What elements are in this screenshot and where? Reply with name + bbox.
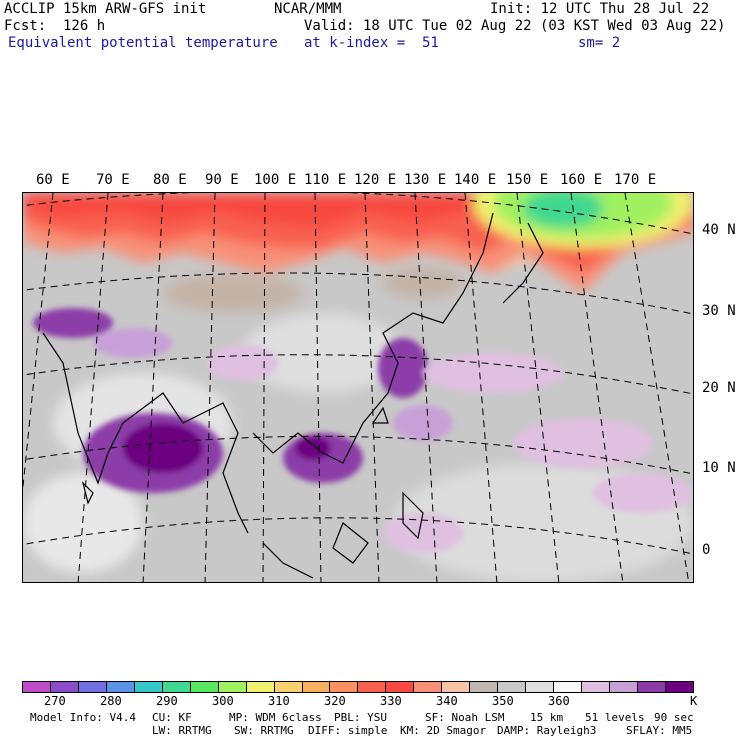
colorbar-swatch bbox=[218, 682, 247, 692]
colorbar-swatch bbox=[610, 682, 638, 692]
colorbar bbox=[22, 681, 694, 693]
theta-e-map bbox=[22, 192, 694, 583]
footer-diff: DIFF: simple bbox=[308, 724, 388, 737]
lon-label: 160 E bbox=[560, 172, 603, 188]
lon-label: 60 E bbox=[36, 172, 70, 188]
colorbar-tick-label: 320 bbox=[324, 694, 346, 708]
map-graphic bbox=[23, 193, 693, 582]
footer-resolution: 15 km bbox=[530, 711, 564, 724]
colorbar-swatch bbox=[78, 682, 107, 692]
colorbar-tick-label: 350 bbox=[492, 694, 514, 708]
colorbar-swatch bbox=[274, 682, 303, 692]
lon-label: 170 E bbox=[614, 172, 657, 188]
model-title: ACCLIP 15km ARW-GFS init bbox=[4, 1, 207, 17]
smoothing: sm= 2 bbox=[578, 35, 621, 51]
colorbar-swatch bbox=[246, 682, 275, 692]
lon-label: 150 E bbox=[506, 172, 549, 188]
colorbar-swatch bbox=[330, 682, 359, 692]
footer-sf: SF: Noah LSM bbox=[425, 711, 505, 724]
init-time: Init: 12 UTC Thu 28 Jul 22 bbox=[490, 1, 710, 17]
footer-lw: LW: RRTMG bbox=[152, 724, 212, 737]
lat-label: 0 bbox=[702, 542, 711, 558]
lat-label: 20 N bbox=[702, 380, 736, 396]
colorbar-tick-label: 330 bbox=[380, 694, 402, 708]
colorbar-tick-label: 310 bbox=[268, 694, 290, 708]
lon-label: 120 E bbox=[354, 172, 397, 188]
colorbar-swatch bbox=[526, 682, 555, 692]
field-name: Equivalent potential temperature bbox=[8, 35, 278, 51]
footer-damp: DAMP: Rayleigh3 bbox=[497, 724, 597, 737]
org-label: NCAR/MMM bbox=[274, 1, 342, 17]
colorbar-swatch bbox=[414, 682, 443, 692]
colorbar-tick-label: 340 bbox=[436, 694, 458, 708]
footer-levels: 51 levels bbox=[585, 711, 645, 724]
colorbar-swatch bbox=[50, 682, 79, 692]
colorbar-swatch bbox=[23, 682, 51, 692]
colorbar-swatch bbox=[190, 682, 219, 692]
footer-sw: SW: RRTMG bbox=[234, 724, 294, 737]
lon-label: 100 E bbox=[254, 172, 297, 188]
valid-time: Valid: 18 UTC Tue 02 Aug 22 (03 KST Wed … bbox=[304, 18, 726, 34]
colorbar-tick-label: 300 bbox=[212, 694, 234, 708]
colorbar-tick-label: 360 bbox=[548, 694, 570, 708]
footer-km: KM: 2D Smagor bbox=[400, 724, 487, 737]
colorbar-swatch bbox=[554, 682, 583, 692]
colorbar-swatch bbox=[498, 682, 527, 692]
colorbar-swatch bbox=[106, 682, 135, 692]
footer-model-info: Model Info: V4.4 bbox=[30, 711, 136, 724]
colorbar-swatch bbox=[134, 682, 163, 692]
lat-label: 40 N bbox=[702, 222, 736, 238]
lon-label: 140 E bbox=[454, 172, 497, 188]
footer-sflay: SFLAY: MM5 bbox=[626, 724, 693, 737]
colorbar-swatch bbox=[665, 682, 693, 692]
colorbar-swatch bbox=[637, 682, 666, 692]
colorbar-swatch bbox=[582, 682, 611, 692]
lat-label: 30 N bbox=[702, 303, 736, 319]
lon-label: 130 E bbox=[404, 172, 447, 188]
colorbar-swatch bbox=[470, 682, 499, 692]
colorbar-unit: K bbox=[690, 694, 698, 708]
lon-label: 110 E bbox=[304, 172, 347, 188]
footer-cu: CU: KF bbox=[152, 711, 192, 724]
colorbar-swatch bbox=[302, 682, 331, 692]
footer-mp: MP: WDM 6class bbox=[229, 711, 322, 724]
colorbar-tick-label: 280 bbox=[100, 694, 122, 708]
lon-label: 90 E bbox=[205, 172, 239, 188]
lon-label: 80 E bbox=[153, 172, 187, 188]
colorbar-tick-label: 270 bbox=[44, 694, 66, 708]
colorbar-swatch bbox=[358, 682, 387, 692]
lat-label: 10 N bbox=[702, 460, 736, 476]
footer-pbl: PBL: YSU bbox=[334, 711, 387, 724]
colorbar-swatch bbox=[442, 682, 471, 692]
colorbar-tick-label: 290 bbox=[156, 694, 178, 708]
forecast-hour: Fcst: 126 h bbox=[4, 18, 106, 34]
footer-timestep: 90 sec bbox=[654, 711, 694, 724]
lon-label: 70 E bbox=[96, 172, 130, 188]
colorbar-swatch bbox=[162, 682, 191, 692]
colorbar-swatch bbox=[386, 682, 415, 692]
level-index: at k-index = 51 bbox=[304, 35, 439, 51]
